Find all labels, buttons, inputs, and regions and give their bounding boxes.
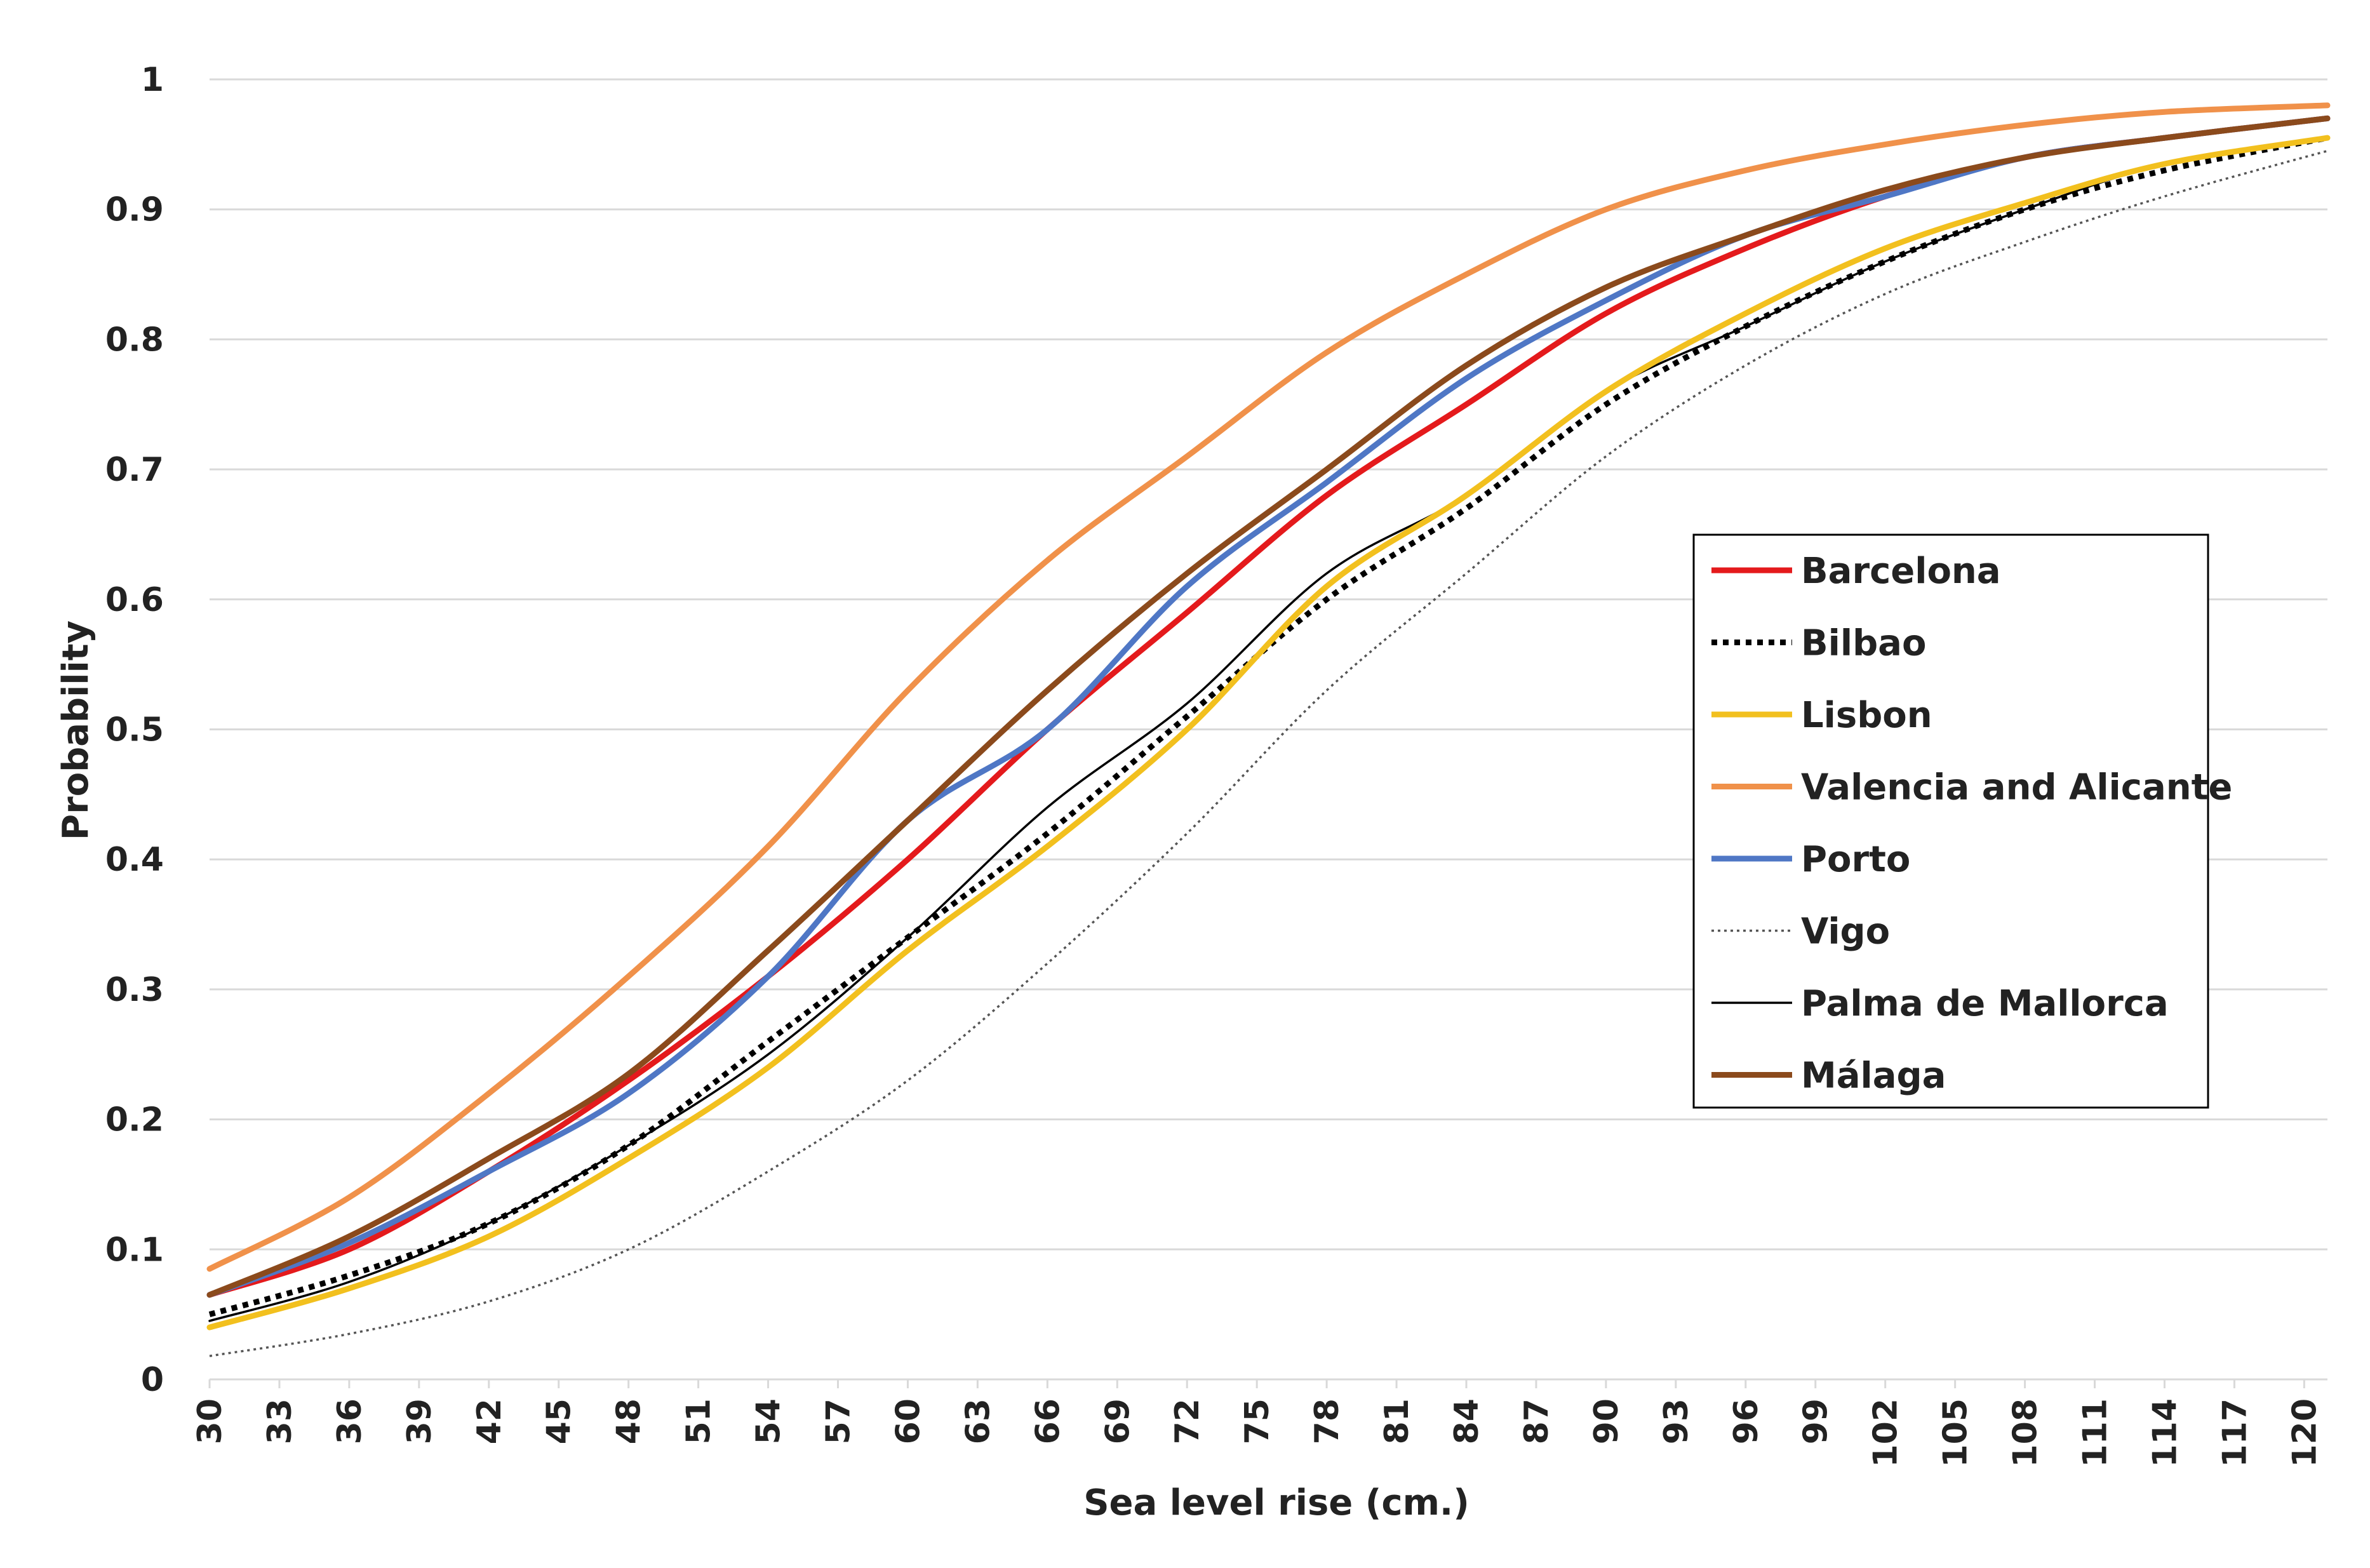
x-tick-label: 33: [261, 1398, 299, 1444]
x-tick-label: 120: [2286, 1398, 2324, 1468]
x-tick-label: 57: [820, 1398, 858, 1444]
legend-label: Lisbon: [1801, 695, 1932, 736]
y-tick-label: 0.3: [105, 971, 164, 1009]
legend-label: Vigo: [1801, 911, 1890, 953]
x-tick-label: 114: [2146, 1398, 2184, 1468]
y-tick-label: 0.7: [105, 451, 164, 489]
x-axis-title: Sea level rise (cm.): [1083, 1482, 1470, 1524]
y-axis-ticks: 0 0.1 0.2 0.3 0.4 0.5 0.6 0.7 0.8 0.9 1: [105, 61, 164, 1399]
series-line-porto: [206, 115, 2331, 1298]
legend-label: Barcelona: [1801, 551, 2001, 592]
x-tick-label: 51: [680, 1398, 718, 1444]
x-tick-label: 81: [1378, 1398, 1416, 1444]
y-tick-label: 1: [141, 61, 164, 99]
x-tick-label: 48: [610, 1398, 648, 1444]
y-tick-label: 0.6: [105, 581, 164, 619]
x-tick-label: 39: [401, 1398, 439, 1444]
x-tick-label: 84: [1448, 1398, 1486, 1444]
y-tick-label: 0.9: [105, 191, 164, 229]
x-tick-label: 96: [1727, 1398, 1765, 1444]
x-tick-label: 69: [1099, 1398, 1137, 1444]
series-line-valencia-and-alicante: [206, 102, 2331, 1272]
x-tick-label: 111: [2077, 1398, 2115, 1468]
y-tick-label: 0.1: [105, 1231, 164, 1269]
x-tick-label: 90: [1588, 1398, 1626, 1444]
x-tick-label: 42: [471, 1398, 509, 1444]
series-line-m-laga: [206, 115, 2331, 1298]
series-line-palma-de-mallorca: [208, 137, 2329, 1322]
x-axis-ticks: 30 33 36 39 42 45 48 51 54 57 60 63 66 69 72 75 78 81 84 87…: [191, 1379, 2324, 1468]
x-tick-label: 63: [959, 1398, 997, 1444]
x-tick-label: 54: [750, 1398, 788, 1444]
x-tick-label: 60: [889, 1398, 927, 1444]
legend-label: Málaga: [1801, 1055, 1946, 1097]
x-tick-label: 108: [2007, 1398, 2045, 1468]
legend-label: Porto: [1801, 839, 1910, 880]
x-tick-label: 99: [1797, 1398, 1835, 1444]
y-axis-title: Probability: [55, 620, 97, 840]
x-tick-label: 102: [1867, 1398, 1905, 1468]
x-tick-label: 72: [1168, 1398, 1207, 1444]
legend-label: Bilbao: [1801, 623, 1926, 664]
legend: Barcelona Bilbao Lisbon Valencia and Alican…: [1692, 533, 2232, 1109]
x-tick-label: 78: [1308, 1398, 1346, 1444]
x-tick-label: 66: [1029, 1398, 1067, 1444]
y-tick-label: 0.2: [105, 1101, 164, 1139]
legend-box: [1692, 533, 2209, 1109]
y-tick-label: 0.5: [105, 711, 164, 749]
legend-label: Valencia and Alicante: [1801, 767, 2232, 808]
x-tick-label: 75: [1238, 1398, 1276, 1444]
x-tick-label: 105: [1937, 1398, 1975, 1468]
series-line-lisbon: [206, 135, 2331, 1330]
x-tick-label: 117: [2216, 1398, 2254, 1468]
y-tick-label: 0.4: [105, 841, 164, 879]
y-tick-label: 0.8: [105, 321, 164, 359]
x-tick-label: 93: [1657, 1398, 1696, 1444]
y-tick-label: 0: [141, 1361, 164, 1399]
series-lines: [206, 102, 2331, 1357]
x-tick-label: 45: [540, 1398, 579, 1444]
x-tick-label: 36: [331, 1398, 369, 1444]
legend-label: Palma de Mallorca: [1801, 983, 2169, 1024]
series-line-vigo: [209, 149, 2328, 1357]
x-tick-label: 30: [191, 1398, 229, 1444]
x-tick-label: 87: [1518, 1398, 1556, 1444]
